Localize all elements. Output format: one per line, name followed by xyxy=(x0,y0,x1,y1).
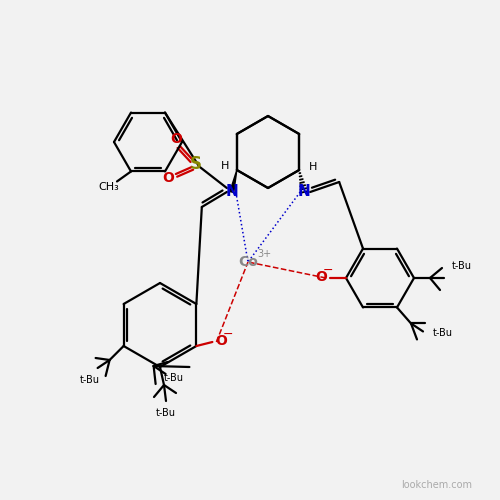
Text: t-Bu: t-Bu xyxy=(433,328,453,338)
Text: CH₃: CH₃ xyxy=(98,182,119,192)
Text: O: O xyxy=(170,132,182,146)
Text: t-Bu: t-Bu xyxy=(80,375,100,385)
Text: Co: Co xyxy=(238,255,258,269)
Text: N: N xyxy=(226,184,238,200)
Text: lookchem.com: lookchem.com xyxy=(401,480,472,490)
Polygon shape xyxy=(230,170,237,192)
Text: H: H xyxy=(220,161,229,171)
Text: O: O xyxy=(216,334,228,348)
Text: O: O xyxy=(162,171,174,185)
Text: S: S xyxy=(190,155,202,173)
Text: N: N xyxy=(298,184,310,200)
Text: −: − xyxy=(323,264,333,276)
Text: t-Bu: t-Bu xyxy=(156,408,176,418)
Text: O: O xyxy=(315,270,327,284)
Text: t-Bu: t-Bu xyxy=(164,373,184,383)
Text: 3+: 3+ xyxy=(257,249,271,259)
Text: −: − xyxy=(223,328,234,340)
Text: t-Bu: t-Bu xyxy=(452,261,472,271)
Text: H: H xyxy=(309,162,318,172)
